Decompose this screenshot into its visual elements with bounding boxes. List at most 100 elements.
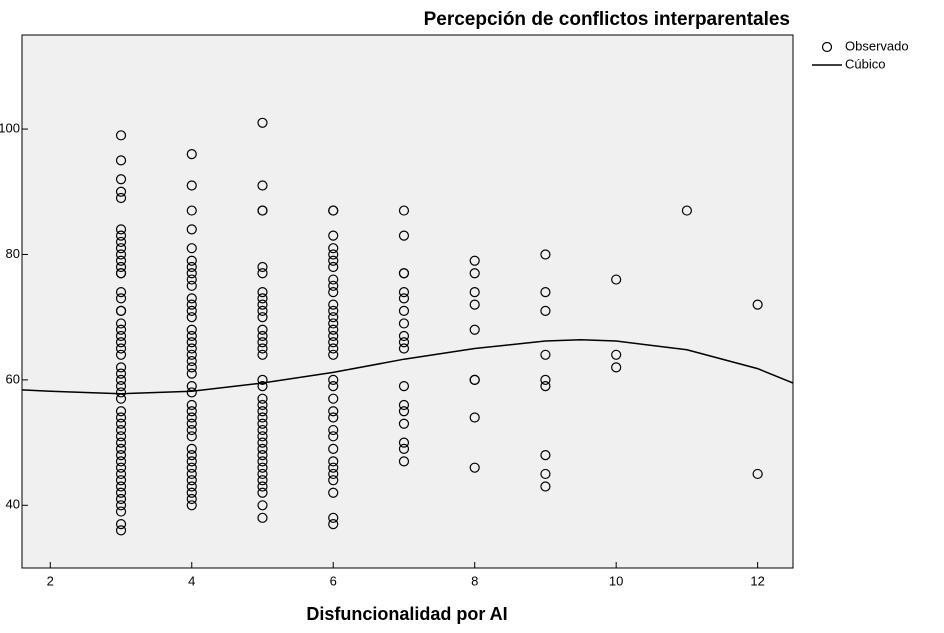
data-point xyxy=(115,381,127,392)
data-point xyxy=(398,343,410,354)
data-point xyxy=(540,381,551,392)
data-point xyxy=(611,362,622,373)
data-point xyxy=(469,255,480,266)
data-point xyxy=(186,362,197,373)
data-point xyxy=(398,305,410,317)
data-point xyxy=(469,324,480,335)
data-point xyxy=(257,475,268,486)
data-point xyxy=(186,412,197,423)
data-point xyxy=(186,387,197,398)
data-point xyxy=(257,374,268,385)
data-point xyxy=(752,299,763,310)
data-point xyxy=(186,468,197,480)
data-point xyxy=(186,349,197,360)
data-point xyxy=(469,286,480,298)
data-point xyxy=(257,450,268,461)
data-point xyxy=(115,456,127,467)
data-point xyxy=(257,487,268,498)
data-point xyxy=(328,381,339,392)
data-point xyxy=(469,268,480,279)
data-point xyxy=(186,243,197,254)
data-point xyxy=(115,318,127,329)
data-point xyxy=(186,299,197,310)
data-point xyxy=(186,330,197,342)
data-point xyxy=(328,349,339,360)
data-point xyxy=(257,261,268,273)
data-point xyxy=(115,261,127,273)
data-point xyxy=(115,462,127,473)
data-point xyxy=(186,337,197,348)
data-point xyxy=(115,155,127,166)
data-point xyxy=(328,512,339,523)
data-point xyxy=(257,418,268,429)
data-point xyxy=(328,312,339,323)
data-point xyxy=(257,481,268,492)
data-point xyxy=(257,456,268,467)
fit-line xyxy=(21,339,794,395)
data-point xyxy=(398,286,410,298)
data-point xyxy=(186,324,197,335)
data-point xyxy=(328,305,339,317)
data-point xyxy=(257,299,268,310)
data-point xyxy=(328,393,339,404)
x-tick-label: 10 xyxy=(609,573,623,588)
data-point xyxy=(328,249,339,260)
data-point xyxy=(115,487,127,498)
data-point xyxy=(186,493,197,505)
data-point xyxy=(186,224,197,235)
data-point xyxy=(115,374,127,385)
data-point xyxy=(115,324,127,335)
x-tick-label: 2 xyxy=(47,573,54,588)
x-axis-label: Disfuncionalidad por AI xyxy=(306,604,507,624)
data-point xyxy=(398,406,410,417)
data-point xyxy=(115,174,127,185)
data-point xyxy=(328,519,339,530)
data-point xyxy=(186,368,197,379)
data-point xyxy=(328,412,339,423)
data-point xyxy=(398,456,410,467)
data-point xyxy=(257,349,268,360)
data-point xyxy=(115,293,127,304)
data-point xyxy=(186,481,197,492)
data-point xyxy=(257,424,268,436)
data-point xyxy=(328,475,339,486)
data-point xyxy=(186,305,197,317)
data-point xyxy=(257,431,268,442)
data-point xyxy=(115,243,127,254)
legend-label: Observado xyxy=(845,38,909,53)
data-point xyxy=(398,293,410,304)
data-point xyxy=(257,399,268,411)
y-tick-label: 60 xyxy=(6,371,20,386)
data-point xyxy=(257,268,268,279)
data-point xyxy=(257,500,268,511)
data-point xyxy=(328,299,339,310)
legend-marker xyxy=(821,41,833,53)
data-point xyxy=(540,450,551,461)
data-point xyxy=(398,418,410,429)
data-point xyxy=(328,337,339,348)
data-point xyxy=(115,236,127,248)
data-point xyxy=(257,512,268,523)
data-point xyxy=(115,418,127,429)
data-point xyxy=(115,519,127,530)
data-point xyxy=(115,424,127,436)
data-point xyxy=(115,255,127,266)
data-point xyxy=(115,230,127,241)
data-point xyxy=(115,468,127,480)
data-point xyxy=(186,274,197,285)
data-point xyxy=(540,286,551,298)
data-point xyxy=(186,255,197,266)
data-point xyxy=(540,305,551,317)
legend-label: Cúbico xyxy=(845,56,885,71)
data-point xyxy=(328,424,339,436)
data-point xyxy=(257,205,268,216)
data-point xyxy=(398,318,410,329)
data-point xyxy=(115,500,127,511)
data-point xyxy=(115,330,127,342)
data-point xyxy=(611,274,622,285)
data-point xyxy=(328,431,339,442)
data-point xyxy=(186,149,197,160)
data-point xyxy=(328,324,339,335)
data-point xyxy=(328,261,339,273)
